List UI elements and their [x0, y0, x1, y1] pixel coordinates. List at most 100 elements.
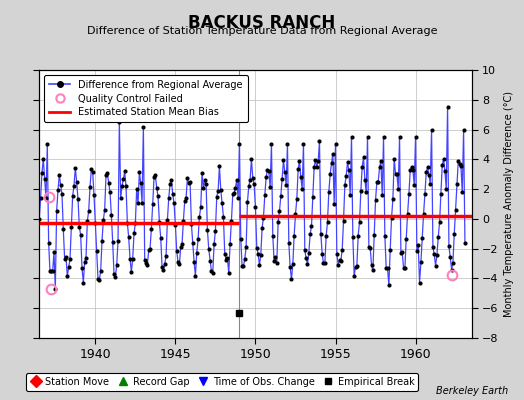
Point	[296, 158, 304, 164]
Point	[346, 192, 354, 198]
Point	[271, 254, 280, 260]
Point	[223, 254, 232, 261]
Point	[395, 134, 403, 140]
Point	[310, 164, 319, 170]
Point	[279, 157, 288, 164]
Point	[239, 263, 248, 270]
Point	[394, 186, 402, 192]
Point	[204, 246, 213, 252]
Point	[445, 243, 453, 250]
Point	[442, 186, 451, 192]
Point	[266, 184, 275, 190]
Point	[108, 238, 117, 245]
Point	[225, 270, 233, 276]
Point	[77, 232, 85, 238]
Point	[216, 186, 225, 193]
Point	[139, 123, 148, 130]
Point	[453, 180, 461, 187]
Point	[406, 167, 414, 174]
Point	[152, 185, 161, 191]
Point	[190, 258, 198, 265]
Point	[206, 257, 214, 264]
Point	[423, 164, 432, 171]
Point	[377, 158, 385, 164]
Point	[43, 141, 51, 148]
Point	[233, 177, 241, 183]
Point	[209, 270, 217, 276]
Point	[373, 179, 381, 185]
Point	[402, 235, 410, 242]
Point	[321, 260, 329, 266]
Point	[242, 244, 250, 250]
Point	[82, 254, 90, 261]
Point	[63, 273, 71, 280]
Point	[35, 216, 43, 222]
Point	[122, 183, 130, 190]
Point	[419, 211, 428, 217]
Point	[409, 167, 417, 173]
Point	[345, 167, 353, 174]
Point	[81, 258, 89, 265]
Point	[155, 219, 163, 225]
Point	[457, 162, 465, 169]
Point	[304, 250, 313, 256]
Point	[350, 273, 358, 279]
Point	[45, 240, 53, 246]
Point	[245, 183, 253, 190]
Point	[369, 267, 377, 274]
Point	[213, 194, 221, 200]
Point	[228, 191, 237, 198]
Point	[214, 188, 222, 194]
Point	[359, 154, 368, 160]
Point	[418, 234, 427, 241]
Point	[219, 213, 227, 220]
Point	[307, 223, 315, 229]
Point	[170, 200, 178, 207]
Point	[450, 230, 458, 237]
Point	[171, 222, 180, 228]
Point	[47, 268, 56, 274]
Point	[160, 261, 169, 268]
Point	[399, 265, 408, 271]
Point	[184, 180, 193, 187]
Point	[130, 230, 138, 237]
Point	[211, 227, 220, 234]
Point	[92, 248, 101, 254]
Y-axis label: Monthly Temperature Anomaly Difference (°C): Monthly Temperature Anomaly Difference (…	[504, 91, 514, 317]
Point	[195, 214, 204, 220]
Point	[78, 265, 86, 271]
Legend: Difference from Regional Average, Quality Control Failed, Estimated Station Mean: Difference from Regional Average, Qualit…	[44, 75, 247, 122]
Point	[449, 260, 457, 266]
Point	[194, 236, 202, 242]
Point	[379, 134, 388, 140]
Point	[330, 200, 339, 207]
Point	[375, 164, 384, 171]
Point	[436, 191, 445, 197]
Point	[297, 174, 305, 180]
Point	[236, 236, 245, 242]
Point	[291, 211, 300, 218]
Point	[259, 214, 268, 221]
Point	[107, 212, 115, 218]
Point	[380, 233, 389, 239]
Point	[431, 262, 440, 269]
Point	[231, 184, 239, 191]
Point	[301, 247, 309, 254]
Point	[372, 197, 380, 203]
Point	[125, 234, 133, 241]
Point	[57, 182, 65, 188]
Point	[60, 256, 69, 262]
Point	[116, 195, 125, 201]
Point	[207, 268, 215, 274]
Point	[142, 260, 150, 266]
Point	[430, 251, 439, 258]
Point	[66, 256, 74, 262]
Point	[397, 250, 405, 256]
Point	[215, 163, 224, 170]
Point	[150, 174, 158, 180]
Point	[411, 134, 420, 140]
Point	[451, 206, 460, 213]
Point	[162, 253, 170, 259]
Point	[272, 260, 281, 266]
Point	[362, 189, 370, 196]
